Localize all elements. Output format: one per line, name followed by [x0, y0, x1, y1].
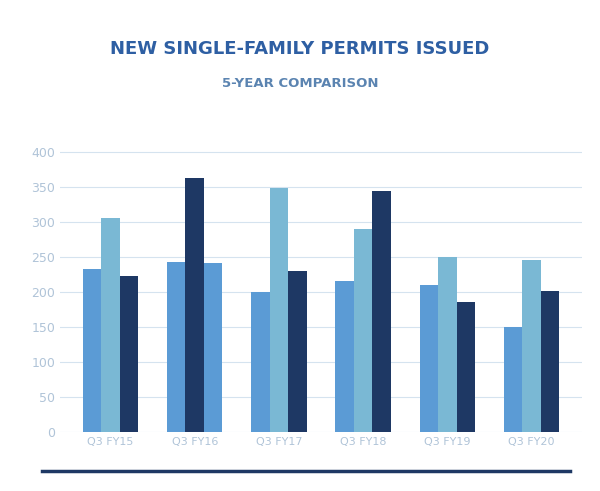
- Bar: [204, 263, 223, 432]
- Bar: [269, 188, 288, 432]
- Bar: [251, 292, 269, 432]
- Bar: [167, 262, 185, 432]
- Bar: [101, 218, 120, 432]
- Text: 5-YEAR COMPARISON: 5-YEAR COMPARISON: [222, 77, 378, 90]
- Bar: [438, 257, 457, 432]
- Bar: [457, 302, 475, 432]
- Bar: [335, 280, 354, 432]
- Bar: [541, 291, 559, 432]
- Bar: [185, 178, 204, 432]
- Bar: [83, 270, 101, 432]
- Text: NEW SINGLE-FAMILY PERMITS ISSUED: NEW SINGLE-FAMILY PERMITS ISSUED: [110, 40, 490, 58]
- Bar: [373, 191, 391, 432]
- Bar: [419, 285, 438, 432]
- Bar: [288, 271, 307, 432]
- Bar: [354, 229, 373, 432]
- Bar: [504, 327, 522, 432]
- Bar: [522, 260, 541, 432]
- Bar: [120, 276, 139, 432]
